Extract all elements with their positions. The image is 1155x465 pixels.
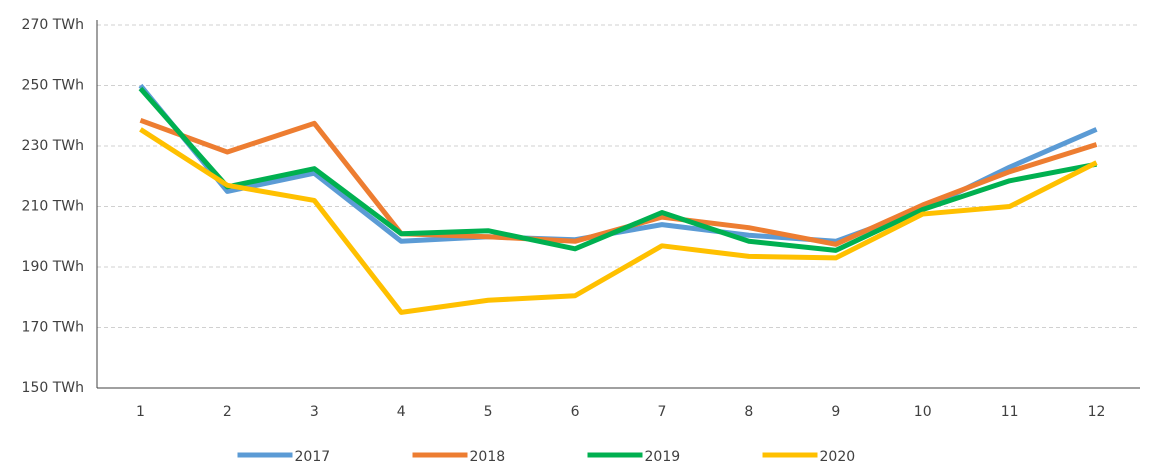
legend-label: 2018 (470, 449, 506, 465)
x-tick-label: 11 (1001, 404, 1019, 420)
x-tick-label: 1 (136, 404, 145, 420)
y-tick-label: 230 TWh (22, 138, 84, 154)
legend-label: 2020 (820, 449, 856, 465)
series-line (138, 83, 1098, 244)
x-tick-label: 10 (914, 404, 932, 420)
series-line (139, 127, 1098, 315)
x-tick-label: 2 (223, 404, 232, 420)
x-tick-label: 6 (571, 404, 580, 420)
legend-label: 2017 (295, 449, 331, 465)
y-tick-label: 170 TWh (22, 320, 84, 336)
x-tick-label: 7 (657, 404, 666, 420)
y-tick-label: 190 TWh (22, 259, 84, 275)
y-tick-label: 150 TWh (22, 380, 84, 396)
x-tick-label: 12 (1088, 404, 1106, 420)
y-tick-label: 250 TWh (22, 78, 84, 94)
series-line (138, 86, 1098, 253)
x-tick-label: 8 (744, 404, 753, 420)
x-tick-label: 3 (310, 404, 319, 420)
y-tick-label: 210 TWh (22, 199, 84, 215)
series-line (139, 117, 1098, 247)
x-tick-label: 4 (397, 404, 406, 420)
legend-label: 2019 (645, 449, 681, 465)
y-tick-label: 270 TWh (22, 17, 84, 33)
x-tick-label: 5 (484, 404, 493, 420)
x-tick-label: 9 (831, 404, 840, 420)
